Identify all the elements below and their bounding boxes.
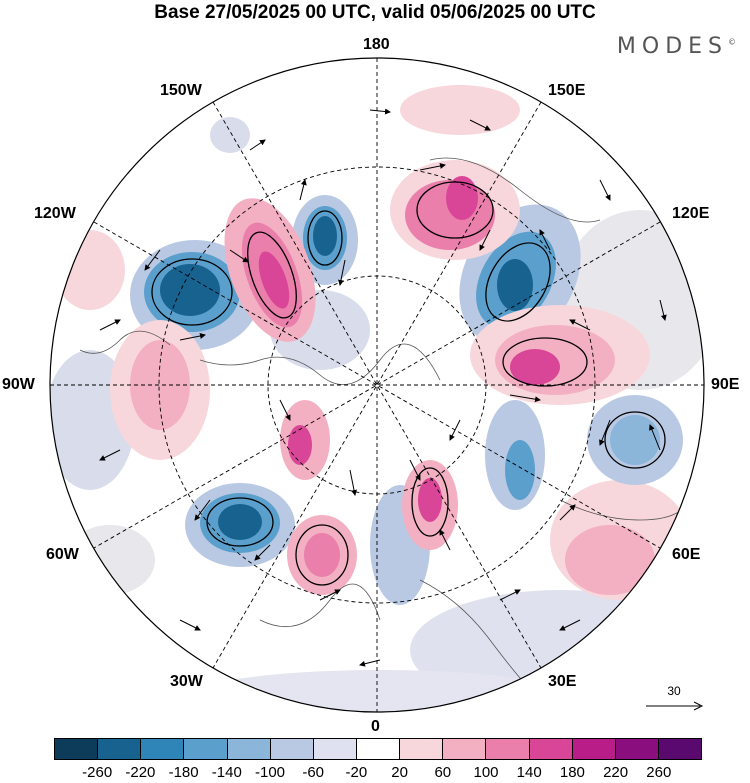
colorbar-tick-label: -60: [302, 764, 325, 781]
colorbar-tick-label: -180: [168, 764, 199, 781]
reference-arrow-icon: [646, 701, 704, 711]
colorbar-box: [443, 739, 487, 759]
lon-label-30e: 30E: [548, 673, 577, 690]
lon-label-120e: 120E: [672, 205, 710, 222]
lon-label-30w: 30W: [170, 673, 203, 690]
colorbar-box: [529, 739, 573, 759]
colorbar-tick-label: -260: [82, 764, 113, 781]
colorbar-ticks: -260 -220 -180 -140 -100 -60 -20 20 60 100 140 180 2…: [54, 764, 702, 782]
colorbar-tick-label: -20: [345, 764, 368, 781]
lon-label-180: 180: [363, 36, 390, 53]
wind-vectors: [99, 108, 667, 667]
colorbar-tick-label: -140: [211, 764, 242, 781]
colorbar-box: [356, 739, 401, 759]
colorbar-tick-label: -100: [254, 764, 286, 781]
map-boundary: [49, 57, 705, 713]
lon-label-90e: 90E: [711, 376, 740, 393]
colorbar-tick-label: 20: [391, 764, 408, 781]
colorbar-box: [658, 739, 702, 759]
colorbar-tick-label: 220: [603, 764, 629, 781]
colorbar-tick-label: 260: [646, 764, 672, 781]
reference-vector-label: 30: [667, 684, 681, 698]
colorbar-box: [615, 739, 659, 759]
colorbar-box: [141, 739, 185, 759]
colorbar-box: [572, 739, 616, 759]
lon-label-0: 0: [371, 718, 380, 735]
reference-vector: 30: [644, 684, 704, 714]
colorbar-tick-label: 60: [434, 764, 452, 781]
lon-label-90w: 90W: [2, 376, 35, 393]
lon-label-150e: 150E: [548, 82, 586, 99]
colorbar-tick-label: 140: [516, 764, 542, 781]
colorbar: [54, 738, 702, 760]
height-contours: [151, 181, 666, 586]
colorbar-tick-label: -220: [125, 764, 156, 781]
lon-label-150w: 150W: [160, 82, 202, 99]
lat-lon-grid: [50, 58, 704, 712]
lon-label-60w: 60W: [46, 546, 79, 563]
lon-label-120w: 120W: [34, 205, 76, 222]
colorbar-box: [313, 739, 357, 759]
lon-label-60e: 60E: [672, 546, 701, 563]
colorbar-box: [55, 739, 99, 759]
colorbar-box: [227, 739, 271, 759]
colorbar-box: [270, 739, 314, 759]
map-title: Base 27/05/2025 00 UTC, valid 05/06/2025…: [154, 2, 596, 23]
colorbar-box: [400, 739, 444, 759]
colorbar-box: [486, 739, 530, 759]
colorbar-tick-label: 180: [559, 764, 585, 781]
brand-mark: ©: [728, 37, 736, 47]
colorbar-tick-label: 100: [473, 764, 499, 781]
modes-logo: MODES©: [617, 34, 736, 59]
colorbar-box: [184, 739, 228, 759]
brand-name: MODES: [616, 34, 728, 59]
colorbar-box: [98, 739, 142, 759]
